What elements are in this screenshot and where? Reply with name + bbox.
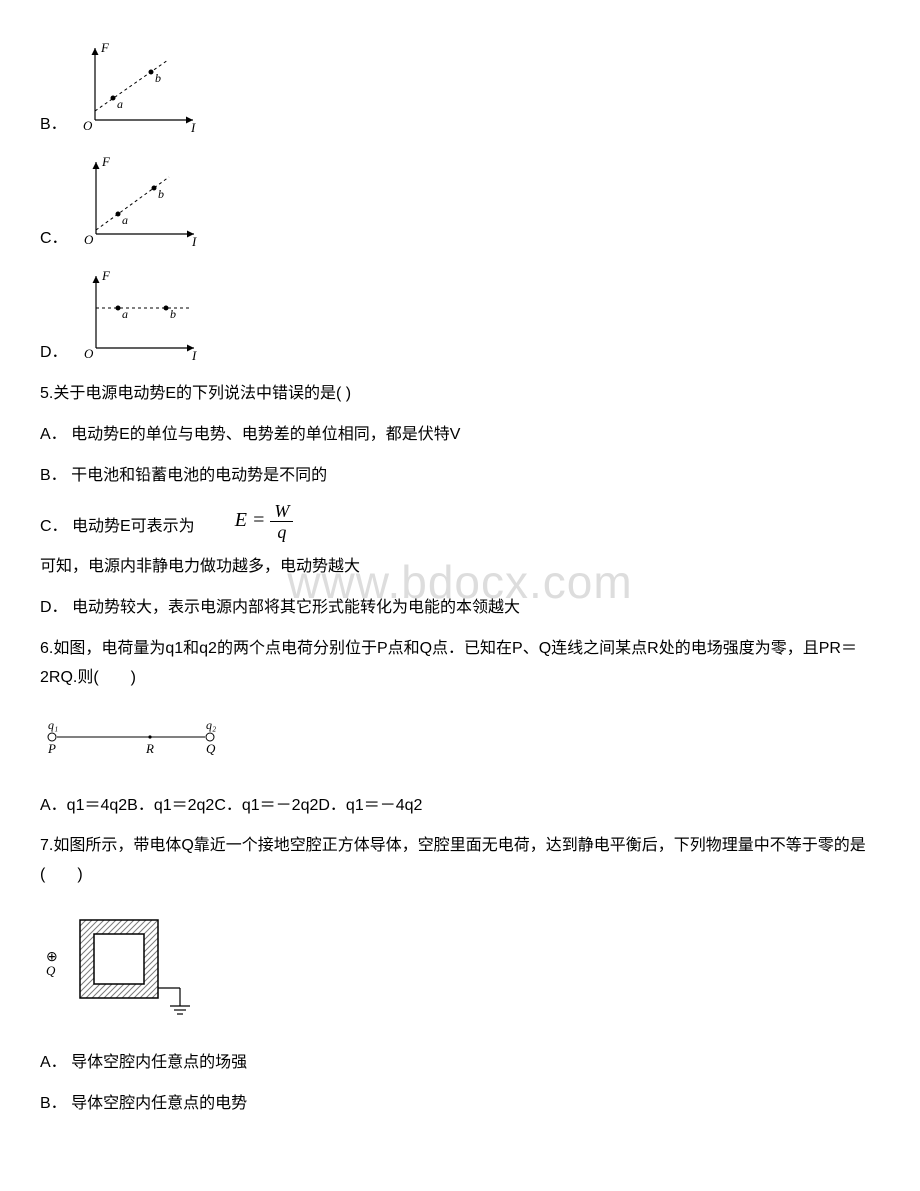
q7-diagram: ⊕Q [40,912,220,1022]
svg-text:Q: Q [46,963,56,978]
q5-frac-num: W [270,502,293,522]
svg-text:R: R [145,741,154,756]
svg-text:b: b [158,187,164,201]
option-d-label: D． [40,338,68,366]
q5-opt-c-line2: 可知，电源内非静电力做功越多，电动势越大 [40,553,880,582]
q5-opt-c-line1: C． 电动势E可表示为 E = W q [40,502,880,541]
option-b-row: B． F I Oa b [40,38,880,138]
svg-text:q₂: q₂ [206,718,216,732]
svg-text:b: b [170,307,176,321]
svg-text:a: a [122,307,128,321]
q7-opt-a: A． 导体空腔内任意点的场强 [40,1049,880,1078]
svg-text:I: I [191,348,197,363]
q5-stem: 5.关于电源电动势E的下列说法中错误的是( ) [40,380,880,409]
q6-diagram: q₁ q₂ P R Q [40,715,230,765]
chart-c: F I Oa b [74,152,204,252]
svg-text:I: I [190,120,196,135]
svg-text:F: F [101,154,111,169]
svg-text:O: O [84,232,94,247]
q5-opt-b: B． 干电池和铅蓄电池的电动势是不同的 [40,462,880,491]
svg-text:O: O [84,346,94,361]
svg-text:a: a [117,97,123,111]
svg-text:Q: Q [206,741,216,756]
q5-opt-d: D． 电动势较大，表示电源内部将其它形式能转化为电能的本领越大 [40,594,880,623]
q6-stem: 6.如图，电荷量为q1和q2的两个点电荷分别位于P点和Q点．已知在P、Q连线之间… [40,635,880,693]
svg-text:b: b [155,71,161,85]
option-b-label: B． [40,110,67,138]
svg-text:a: a [122,213,128,227]
q6-options: A．q1＝4q2B．q1＝2q2C．q1＝－2q2D．q1＝－4q2 [40,792,880,821]
svg-text:⊕: ⊕ [46,948,58,964]
q5-frac-den: q [277,522,286,541]
svg-text:P: P [47,741,56,756]
svg-text:O: O [83,118,93,133]
svg-text:F: F [101,268,111,283]
svg-text:F: F [100,40,110,55]
q7-stem: 7.如图所示，带电体Q靠近一个接地空腔正方体导体，空腔里面无电荷，达到静电平衡后… [40,832,880,890]
q5-opt-a: A． 电动势E的单位与电势、电势差的单位相同，都是伏特V [40,421,880,450]
svg-text:I: I [191,234,197,249]
q5-formula-left: E = [235,509,266,531]
option-c-label: C． [40,224,68,252]
svg-text:q₁: q₁ [48,718,58,732]
q5-formula: E = W q [235,502,294,541]
page-content: B． F I Oa b C． F I Oa b D． F I Oa b 5.关于电源电动势E的下列… [40,38,880,1119]
chart-d: F I Oa b [74,266,204,366]
q7-opt-b: B． 导体空腔内任意点的电势 [40,1090,880,1119]
q5-opt-c-prefix: C． 电动势E可表示为 [40,513,195,542]
chart-b: F I Oa b [73,38,203,138]
option-d-row: D． F I Oa b [40,266,880,366]
option-c-row: C． F I Oa b [40,152,880,252]
q5-fraction: W q [270,502,293,541]
